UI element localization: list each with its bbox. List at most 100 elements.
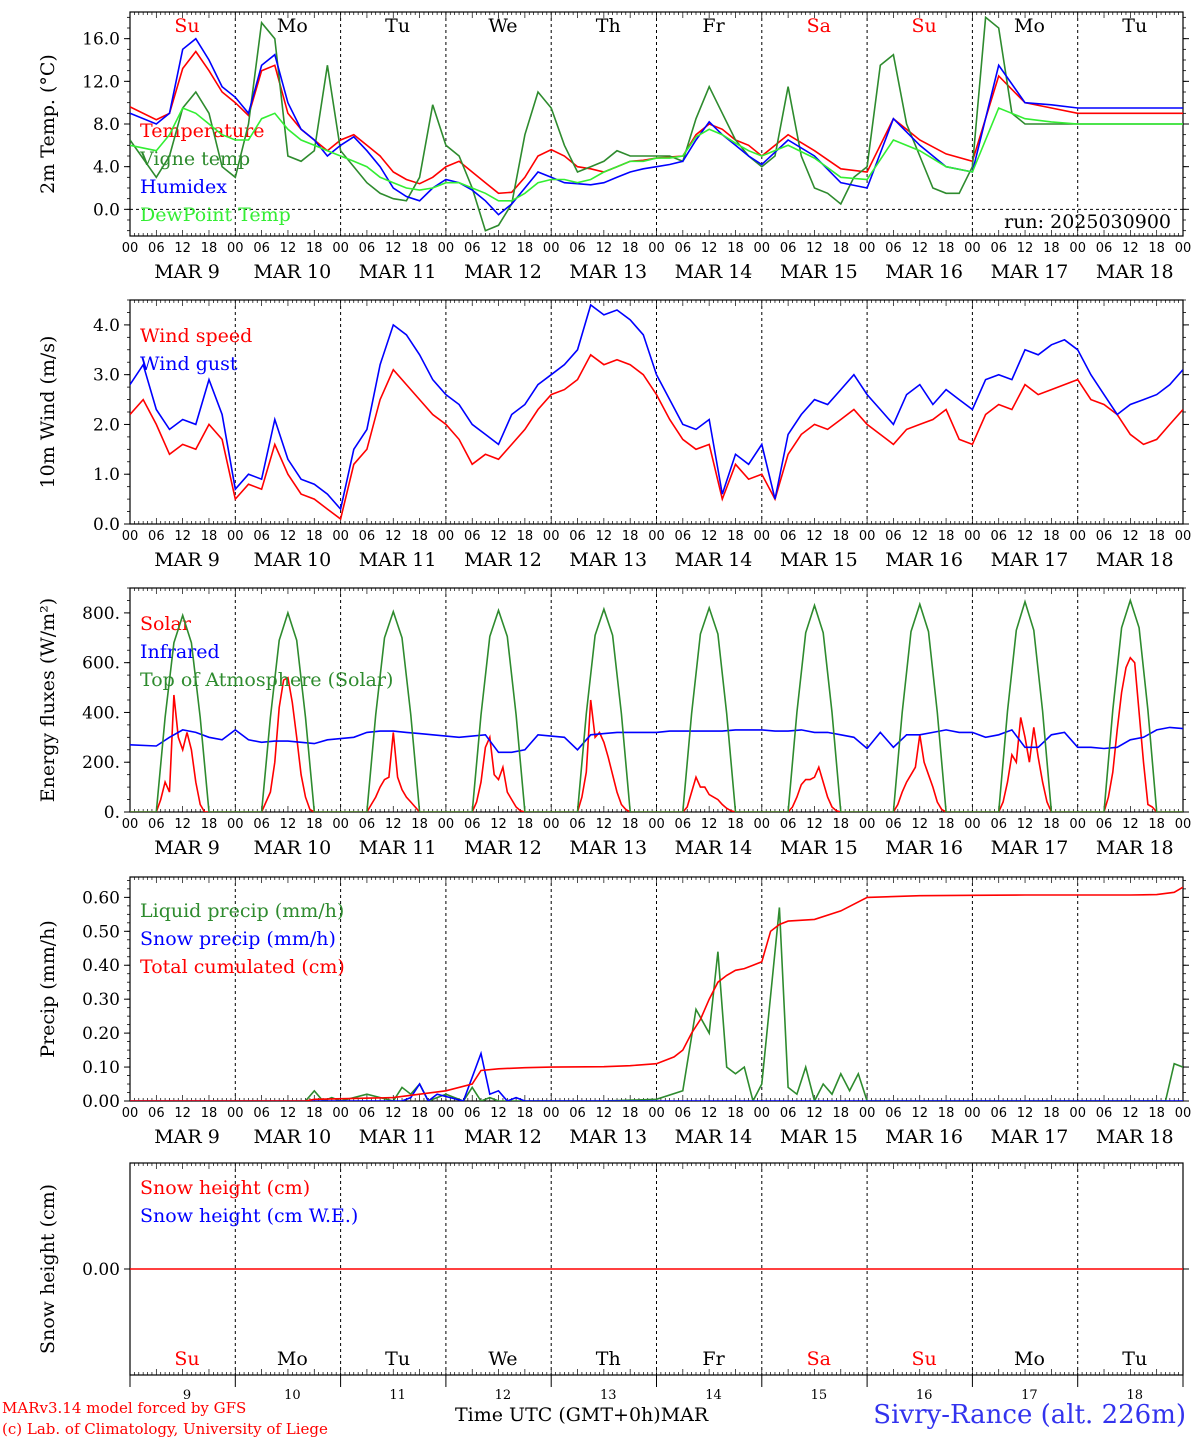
hour-label: 06	[1096, 529, 1113, 544]
hour-label: 12	[701, 1106, 718, 1121]
time-axis-title: Time UTC (GMT+0h)MAR	[455, 1404, 708, 1426]
hour-label: 12	[385, 529, 402, 544]
date-label: MAR 17	[991, 549, 1069, 571]
hour-label: 06	[885, 241, 902, 256]
y-tick-label: 1.0	[93, 465, 120, 485]
panel-frame	[129, 587, 1184, 813]
panel-3: 0. 200. 400. 600. 800. Energy fluxes (W/m²) 00…	[37, 587, 1191, 859]
hour-label: 12	[280, 817, 297, 832]
date-label: MAR 10	[253, 1126, 331, 1148]
run-label: run: 2025030900	[1004, 211, 1171, 233]
hour-label: 06	[464, 1106, 481, 1121]
hour-label: 06	[359, 241, 376, 256]
hour-label: 12	[596, 241, 613, 256]
hour-label: 12	[490, 529, 507, 544]
day-label: Th	[596, 1348, 621, 1370]
hour-label: 00	[332, 817, 349, 832]
hour-label: 18	[517, 817, 534, 832]
panel-1: 0.0 4.0 8.0 12.0 16.0 2m Temp. (°C) Su Mo Tu We Th…	[37, 11, 1191, 283]
date-label: MAR 15	[780, 837, 858, 859]
y-tick-label: 8.0	[93, 115, 120, 135]
hour-label: 18	[938, 817, 955, 832]
hour-label: 00	[964, 1106, 981, 1121]
hour-label: 12	[1017, 241, 1034, 256]
hour-label: 12	[701, 241, 718, 256]
hour-label: 12	[701, 817, 718, 832]
copyright-credit: (c) Lab. of Climatology, University of L…	[2, 1420, 328, 1438]
hour-label: 00	[754, 1106, 771, 1121]
hour-label: 00	[543, 1106, 560, 1121]
y-tick-label: 2.0	[93, 415, 120, 435]
hour-label: 00	[332, 1106, 349, 1121]
date-label: MAR 9	[154, 837, 220, 859]
hour-label: 06	[464, 529, 481, 544]
hour-label: 12	[174, 529, 191, 544]
date-label: MAR 12	[464, 549, 542, 571]
hour-label: 00	[122, 1106, 139, 1121]
date-label: MAR 10	[253, 837, 331, 859]
month-label: MAR	[660, 1404, 709, 1426]
hour-label: 12	[490, 1106, 507, 1121]
hour-label: 00	[754, 529, 771, 544]
date-label: MAR 10	[253, 549, 331, 571]
date-label: MAR 18	[1096, 549, 1174, 571]
hour-label: 18	[411, 529, 428, 544]
legend-entry: Top of Atmosphere (Solar)	[140, 669, 393, 691]
hour-label: 00	[122, 241, 139, 256]
hour-label: 18	[1043, 529, 1060, 544]
hour-label: 12	[806, 241, 823, 256]
legend-entry: Wind gust	[140, 353, 238, 375]
panel-4: 0.00 0.10 0.20 0.30 0.40 0.50 0.60 Precip (mm/h…	[37, 876, 1191, 1148]
hour-label: 12	[596, 529, 613, 544]
y-tick-label: 0.10	[82, 1058, 120, 1078]
hour-label: 00	[438, 1106, 455, 1121]
legend-entry: Liquid precip (mm/h)	[140, 900, 344, 922]
day-label: Sa	[807, 15, 831, 37]
hour-label: 00	[648, 1106, 665, 1121]
hour-label: 00	[964, 241, 981, 256]
hour-label: 12	[385, 241, 402, 256]
hour-label: 12	[280, 1106, 297, 1121]
hour-label: 06	[253, 1106, 270, 1121]
y-tick-label: 0.00	[82, 1260, 120, 1280]
hour-label: 00	[227, 529, 244, 544]
date-label: MAR 18	[1096, 837, 1174, 859]
series-line	[130, 106, 1183, 202]
hour-label: 06	[569, 241, 586, 256]
hour-label: 00	[543, 817, 560, 832]
series-line	[130, 907, 1183, 1101]
hour-label: 12	[174, 1106, 191, 1121]
y-tick-label: 0.40	[82, 956, 120, 976]
date-label: MAR 12	[464, 837, 542, 859]
legend-entry: Snow precip (mm/h)	[140, 928, 336, 950]
day-label: Tu	[385, 15, 410, 37]
date-label: MAR 16	[885, 837, 963, 859]
date-label: MAR 15	[780, 549, 858, 571]
hour-label: 00	[859, 529, 876, 544]
hour-label: 12	[1017, 817, 1034, 832]
hour-label: 12	[911, 241, 928, 256]
hour-label: 12	[911, 529, 928, 544]
hour-label: 00	[1175, 529, 1192, 544]
hour-label: 12	[385, 1106, 402, 1121]
y-tick-label: 0.20	[82, 1024, 120, 1044]
date-label: MAR 13	[569, 549, 647, 571]
day-label: Mo	[1014, 15, 1045, 37]
y-axis-label: Precip (mm/h)	[37, 920, 59, 1058]
legend-entry: Infrared	[140, 641, 220, 663]
series-line	[130, 597, 1183, 812]
hour-label: 00	[754, 817, 771, 832]
hour-label: 18	[201, 1106, 218, 1121]
hour-label: 12	[1017, 529, 1034, 544]
hour-label: 12	[280, 241, 297, 256]
date-label: MAR 15	[780, 1126, 858, 1148]
y-tick-label: 0.0	[93, 515, 120, 535]
legend-entry: Snow height (cm)	[140, 1177, 310, 1199]
date-label: MAR 14	[675, 549, 753, 571]
hour-label: 00	[543, 529, 560, 544]
hour-label: 06	[780, 241, 797, 256]
hour-label: 06	[990, 817, 1007, 832]
hour-label: 00	[227, 1106, 244, 1121]
hour-label: 06	[464, 241, 481, 256]
